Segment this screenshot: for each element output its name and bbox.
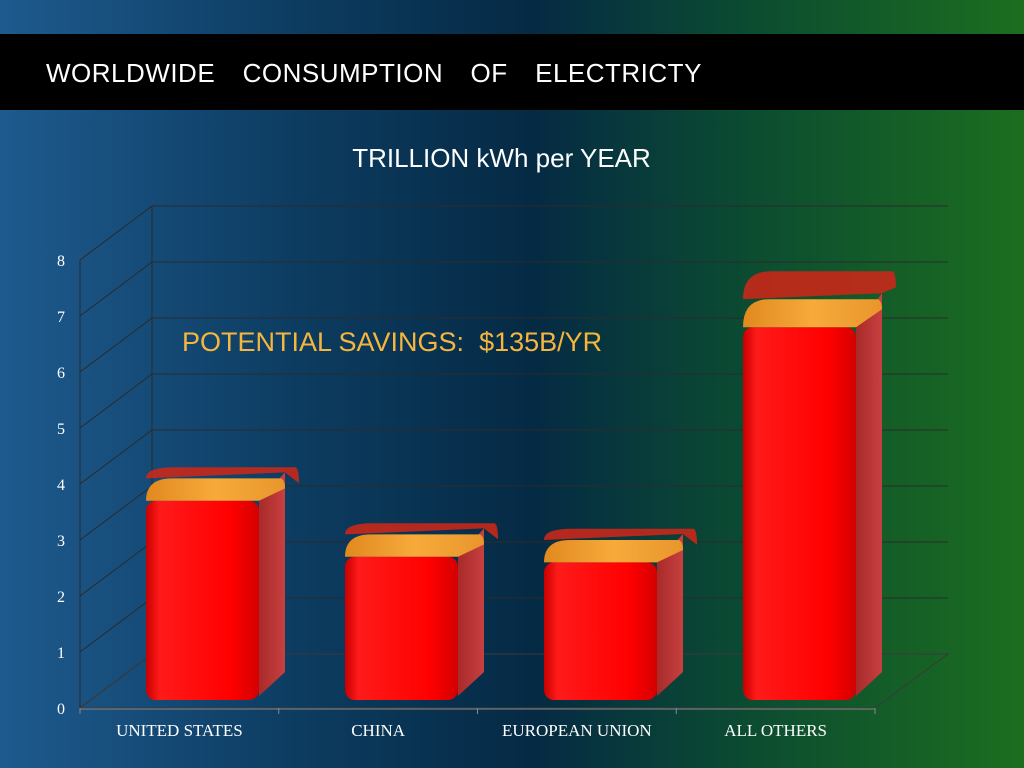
bar-cap-dark [345, 523, 498, 540]
x-axis-categories: UNITED STATES CHINA EUROPEAN UNION ALL OTHE… [79, 708, 876, 740]
y-tick-label: 0 [57, 701, 65, 718]
bar-front [544, 562, 657, 700]
bar-front [345, 556, 458, 700]
bar-cap-orange [544, 540, 683, 563]
bar-0 [146, 467, 299, 700]
y-tick-label: 2 [57, 589, 65, 606]
bars [146, 271, 896, 700]
y-tick-label: 6 [57, 365, 65, 382]
slide-title: WORLDWIDE CONSUMPTION OF ELECTRICTY [46, 58, 702, 88]
x-category-label: CHINA [351, 721, 406, 740]
bar-front [146, 500, 259, 700]
bar-1 [345, 523, 498, 700]
floor [78, 653, 950, 709]
y-tick-label: 3 [57, 533, 65, 550]
y-tick-label: 1 [57, 645, 65, 662]
bar-2 [544, 528, 697, 700]
gridline-side [79, 597, 153, 653]
y-tick-label: 8 [57, 253, 65, 270]
y-tick-label: 7 [57, 309, 65, 326]
gridline-side [79, 541, 153, 597]
bar-3 [743, 271, 896, 700]
gridline-side [79, 373, 153, 429]
gridline-side [79, 317, 153, 373]
bar-side [458, 528, 484, 696]
y-tick-label: 5 [57, 421, 65, 438]
chart-title: TRILLION kWh per YEAR [352, 143, 651, 173]
gridline-side [79, 485, 153, 541]
bar-cap-dark [544, 528, 697, 545]
bar-cap-dark [743, 271, 896, 300]
potential-savings-annotation: POTENTIAL SAVINGS: $135B/YR [182, 327, 603, 357]
bar-side [259, 472, 285, 696]
title-bar [0, 34, 1024, 110]
bar-cap-orange [345, 534, 484, 557]
bar-cap-dark [146, 467, 299, 484]
x-category-label: UNITED STATES [116, 721, 243, 740]
bar-side [856, 293, 882, 696]
bar-cap-orange [146, 478, 285, 501]
bar-side [657, 534, 683, 696]
x-category-label: EUROPEAN UNION [502, 721, 652, 740]
bar-cap-orange [743, 299, 882, 328]
gridline-side [79, 429, 153, 485]
y-axis-ticks: 0 1 2 3 4 5 6 7 8 [57, 253, 65, 718]
bar-front [743, 327, 856, 700]
gridline-side [79, 205, 153, 261]
x-category-label: ALL OTHERS [724, 721, 827, 740]
y-tick-label: 4 [57, 477, 65, 494]
gridline-side [79, 261, 153, 317]
